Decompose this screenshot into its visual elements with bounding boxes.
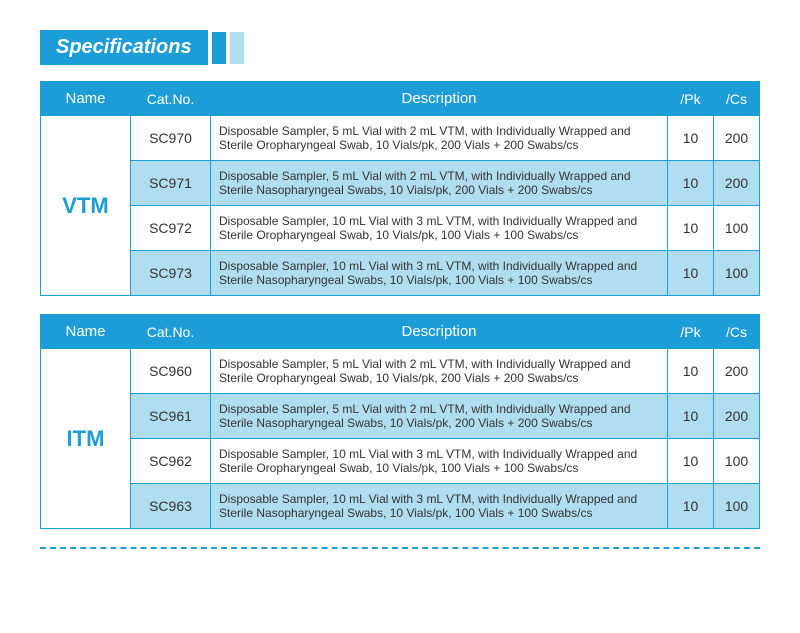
cat-no-cell: SC971 [131, 161, 211, 206]
table-row: SC963Disposable Sampler, 10 mL Vial with… [41, 484, 760, 529]
column-header: /Pk [668, 82, 714, 116]
description-cell: Disposable Sampler, 5 mL Vial with 2 mL … [211, 116, 668, 161]
cs-cell: 200 [714, 161, 760, 206]
column-header: Name [41, 82, 131, 116]
cs-cell: 100 [714, 251, 760, 296]
column-header: Description [211, 315, 668, 349]
cs-cell: 200 [714, 349, 760, 394]
description-cell: Disposable Sampler, 10 mL Vial with 3 mL… [211, 439, 668, 484]
column-header: /Cs [714, 82, 760, 116]
cat-no-cell: SC970 [131, 116, 211, 161]
cat-no-cell: SC972 [131, 206, 211, 251]
page-title: Specifications [40, 30, 208, 65]
column-header: /Pk [668, 315, 714, 349]
description-cell: Disposable Sampler, 10 mL Vial with 3 mL… [211, 251, 668, 296]
header-bar: Specifications [40, 30, 760, 65]
dashed-divider [40, 547, 760, 549]
header-decor-block-1 [212, 32, 226, 64]
spec-table-itm: NameCat.No.Description/Pk/CsITMSC960Disp… [40, 314, 760, 529]
cat-no-cell: SC963 [131, 484, 211, 529]
description-cell: Disposable Sampler, 10 mL Vial with 3 mL… [211, 206, 668, 251]
cs-cell: 100 [714, 206, 760, 251]
cs-cell: 100 [714, 439, 760, 484]
pk-cell: 10 [668, 484, 714, 529]
cat-no-cell: SC960 [131, 349, 211, 394]
group-name-cell: VTM [41, 116, 131, 296]
pk-cell: 10 [668, 251, 714, 296]
column-header: Name [41, 315, 131, 349]
cat-no-cell: SC961 [131, 394, 211, 439]
cat-no-cell: SC962 [131, 439, 211, 484]
description-cell: Disposable Sampler, 10 mL Vial with 3 mL… [211, 484, 668, 529]
description-cell: Disposable Sampler, 5 mL Vial with 2 mL … [211, 161, 668, 206]
column-header: Cat.No. [131, 315, 211, 349]
description-cell: Disposable Sampler, 5 mL Vial with 2 mL … [211, 394, 668, 439]
cs-cell: 200 [714, 116, 760, 161]
pk-cell: 10 [668, 116, 714, 161]
table-row: SC971Disposable Sampler, 5 mL Vial with … [41, 161, 760, 206]
pk-cell: 10 [668, 206, 714, 251]
pk-cell: 10 [668, 161, 714, 206]
column-header: /Cs [714, 315, 760, 349]
tables-container: NameCat.No.Description/Pk/CsVTMSC970Disp… [40, 81, 760, 529]
column-header: Cat.No. [131, 82, 211, 116]
cat-no-cell: SC973 [131, 251, 211, 296]
group-name-cell: ITM [41, 349, 131, 529]
table-row: ITMSC960Disposable Sampler, 5 mL Vial wi… [41, 349, 760, 394]
spec-table-vtm: NameCat.No.Description/Pk/CsVTMSC970Disp… [40, 81, 760, 296]
pk-cell: 10 [668, 439, 714, 484]
description-cell: Disposable Sampler, 5 mL Vial with 2 mL … [211, 349, 668, 394]
table-row: VTMSC970Disposable Sampler, 5 mL Vial wi… [41, 116, 760, 161]
column-header: Description [211, 82, 668, 116]
pk-cell: 10 [668, 349, 714, 394]
table-row: SC962Disposable Sampler, 10 mL Vial with… [41, 439, 760, 484]
table-row: SC973Disposable Sampler, 10 mL Vial with… [41, 251, 760, 296]
cs-cell: 200 [714, 394, 760, 439]
pk-cell: 10 [668, 394, 714, 439]
table-row: SC961Disposable Sampler, 5 mL Vial with … [41, 394, 760, 439]
header-decor-block-2 [230, 32, 244, 64]
table-row: SC972Disposable Sampler, 10 mL Vial with… [41, 206, 760, 251]
cs-cell: 100 [714, 484, 760, 529]
